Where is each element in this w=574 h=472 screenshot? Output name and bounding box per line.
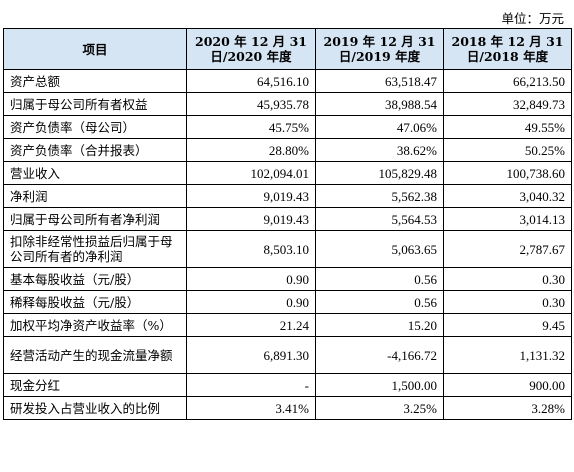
- cell-2019: 1,500.00: [315, 373, 444, 397]
- cell-2018: 900.00: [443, 373, 572, 397]
- cell-2019: 15.20: [315, 313, 444, 337]
- table-row: 稀释每股收益（元/股） 0.90 0.56 0.30: [3, 290, 572, 314]
- cell-2020: 0.90: [186, 267, 316, 291]
- cell-2019: 0.56: [315, 290, 444, 314]
- table-row: 净利润 9,019.43 5,562.38 3,040.32: [3, 184, 572, 208]
- financial-summary-table: 项目 2020 年 12 月 31 日/2020 年度 2019 年 12 月 …: [3, 28, 572, 420]
- row-label: 研发投入占营业收入的比例: [3, 396, 187, 420]
- cell-2018: 49.55%: [443, 115, 572, 139]
- cell-2020: 45.75%: [186, 115, 316, 139]
- cell-2019: 0.56: [315, 267, 444, 291]
- table-row: 归属于母公司所有者净利润 9,019.43 5,564.53 3,014.13: [3, 207, 572, 231]
- cell-2018: 1,131.32: [443, 336, 572, 374]
- table-row: 资产负债率（母公司） 45.75% 47.06% 49.55%: [3, 115, 572, 139]
- row-label: 归属于母公司所有者权益: [3, 92, 187, 116]
- row-label: 经营活动产生的现金流量净额: [3, 336, 187, 374]
- cell-2020: 28.80%: [186, 138, 316, 162]
- cell-2018: 3,014.13: [443, 207, 572, 231]
- cell-2020: -: [186, 373, 316, 397]
- cell-2018: 3,040.32: [443, 184, 572, 208]
- cell-2019: 105,829.48: [315, 161, 444, 185]
- cell-2019: 5,562.38: [315, 184, 444, 208]
- cell-2020: 45,935.78: [186, 92, 316, 116]
- cell-2018: 100,738.60: [443, 161, 572, 185]
- cell-2019: 5,564.53: [315, 207, 444, 231]
- cell-2018: 9.45: [443, 313, 572, 337]
- cell-2020: 102,094.01: [186, 161, 316, 185]
- row-label: 现金分红: [3, 373, 187, 397]
- cell-2018: 32,849.73: [443, 92, 572, 116]
- table-row: 扣除非经常性损益后归属于母公司所有者的净利润 8,503.10 5,063.65…: [3, 230, 572, 268]
- cell-2020: 9,019.43: [186, 184, 316, 208]
- cell-2018: 0.30: [443, 290, 572, 314]
- table-row: 现金分红 - 1,500.00 900.00: [3, 373, 572, 397]
- cell-2018: 3.28%: [443, 396, 572, 420]
- cell-2018: 2,787.67: [443, 230, 572, 268]
- table-row: 资产总额 64,516.10 63,518.47 66,213.50: [3, 69, 572, 93]
- cell-2020: 9,019.43: [186, 207, 316, 231]
- row-label: 资产负债率（母公司）: [3, 115, 187, 139]
- cell-2020: 64,516.10: [186, 69, 316, 93]
- cell-2020: 6,891.30: [186, 336, 316, 374]
- row-label: 资产负债率（合并报表）: [3, 138, 187, 162]
- header-2019: 2019 年 12 月 31 日/2019 年度: [315, 28, 444, 70]
- header-item: 项目: [3, 28, 187, 70]
- cell-2020: 8,503.10: [186, 230, 316, 268]
- row-label: 扣除非经常性损益后归属于母公司所有者的净利润: [3, 230, 187, 268]
- cell-2018: 50.25%: [443, 138, 572, 162]
- cell-2019: -4,166.72: [315, 336, 444, 374]
- cell-2020: 3.41%: [186, 396, 316, 420]
- row-label: 净利润: [3, 184, 187, 208]
- row-label: 资产总额: [3, 69, 187, 93]
- table-row: 归属于母公司所有者权益 45,935.78 38,988.54 32,849.7…: [3, 92, 572, 116]
- table-row: 研发投入占营业收入的比例 3.41% 3.25% 3.28%: [3, 396, 572, 420]
- table-header-row: 项目 2020 年 12 月 31 日/2020 年度 2019 年 12 月 …: [3, 28, 572, 70]
- table-row: 加权平均净资产收益率（%） 21.24 15.20 9.45: [3, 313, 572, 337]
- table-row: 资产负债率（合并报表） 28.80% 38.62% 50.25%: [3, 138, 572, 162]
- row-label: 营业收入: [3, 161, 187, 185]
- cell-2018: 66,213.50: [443, 69, 572, 93]
- cell-2019: 38,988.54: [315, 92, 444, 116]
- row-label: 归属于母公司所有者净利润: [3, 207, 187, 231]
- table-row: 经营活动产生的现金流量净额 6,891.30 -4,166.72 1,131.3…: [3, 336, 572, 374]
- row-label: 加权平均净资产收益率（%）: [3, 313, 187, 337]
- cell-2019: 63,518.47: [315, 69, 444, 93]
- cell-2019: 38.62%: [315, 138, 444, 162]
- header-2020: 2020 年 12 月 31 日/2020 年度: [186, 28, 316, 70]
- row-label: 稀释每股收益（元/股）: [3, 290, 187, 314]
- header-2018: 2018 年 12 月 31 日/2018 年度: [443, 28, 572, 70]
- cell-2020: 21.24: [186, 313, 316, 337]
- table-row: 营业收入 102,094.01 105,829.48 100,738.60: [3, 161, 572, 185]
- cell-2020: 0.90: [186, 290, 316, 314]
- table-row: 基本每股收益（元/股） 0.90 0.56 0.30: [3, 267, 572, 291]
- cell-2019: 3.25%: [315, 396, 444, 420]
- cell-2019: 5,063.65: [315, 230, 444, 268]
- row-label: 基本每股收益（元/股）: [3, 267, 187, 291]
- cell-2019: 47.06%: [315, 115, 444, 139]
- unit-label: 单位：万元: [501, 11, 564, 26]
- cell-2018: 0.30: [443, 267, 572, 291]
